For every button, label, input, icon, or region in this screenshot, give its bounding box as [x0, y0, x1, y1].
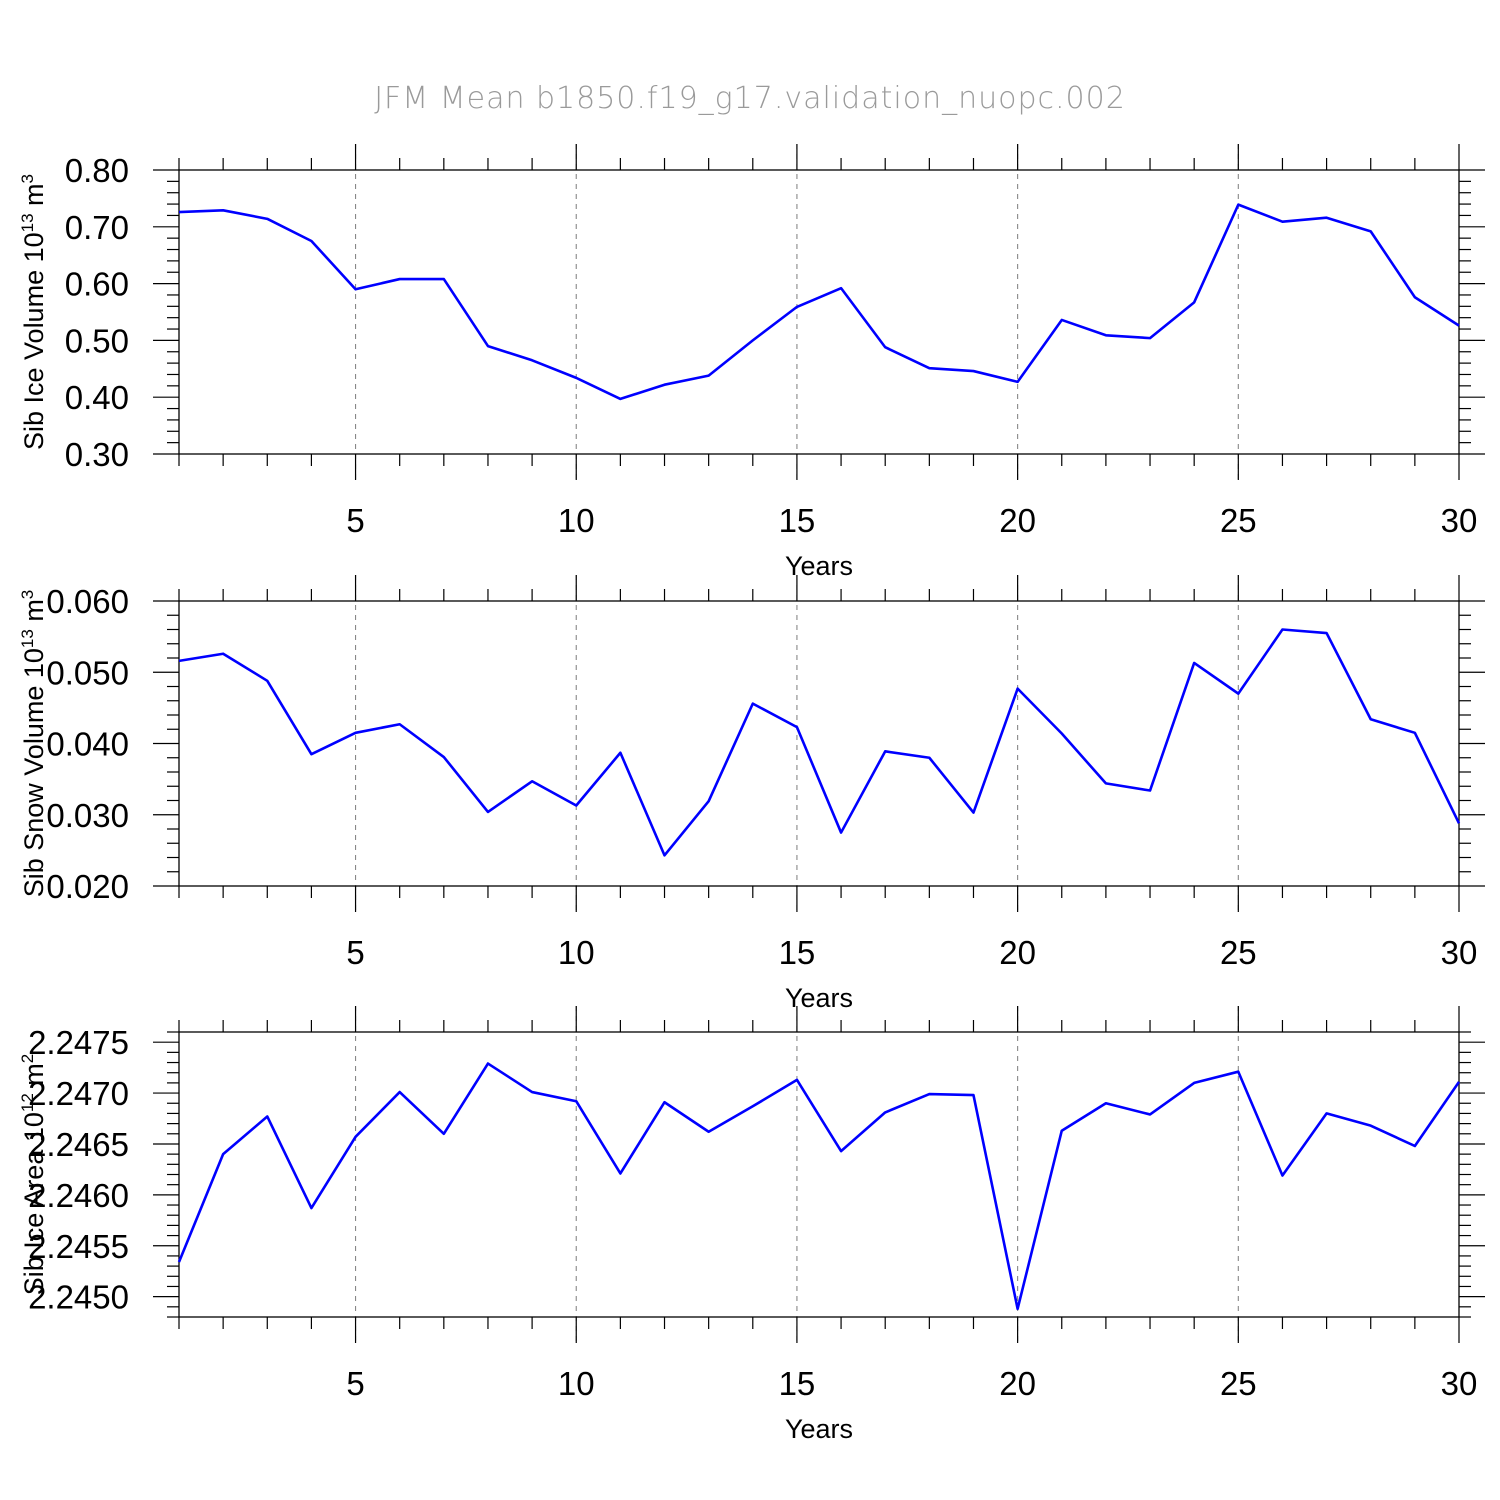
y-tick-label: 2.2460	[28, 1177, 129, 1214]
chart-panel-1: 0.30 0.40 0.50 0.60 0.70 0.80 5 10 15 20 25 30 Years…	[18, 144, 1485, 581]
figure-title: JFM Mean b1850.f19_g17.validation_nuopc.…	[374, 81, 1126, 116]
x-tick-label: 5	[346, 1365, 364, 1402]
x-tick-label: 30	[1441, 1365, 1478, 1402]
chart-panel-3: 2.2450 2.2455 2.2460 2.2465 2.2470 2.2475 5 10 1…	[18, 1006, 1485, 1444]
panels: 0.30 0.40 0.50 0.60 0.70 0.80 5 10 15 20 25 30 Years…	[18, 144, 1485, 1444]
y-tick-label: 0.040	[46, 726, 129, 763]
y-tick-label: 0.80	[65, 152, 129, 189]
y-tick-label: 2.2470	[28, 1075, 129, 1112]
y-tick-label: 2.2450	[28, 1279, 129, 1316]
y-axis-title: Sib Ice Volume 1013 m3	[18, 174, 49, 450]
y-tick-label: 0.30	[65, 436, 129, 473]
x-tick-label: 10	[558, 1365, 595, 1402]
x-tick-label: 20	[999, 934, 1036, 971]
y-tick-label: 0.020	[46, 868, 129, 905]
y-axis-title: Sib Ice Area 1012 m2	[18, 1054, 49, 1296]
x-tick-label: 20	[999, 502, 1036, 539]
plot-frame	[178, 600, 1460, 887]
x-axis-title: Years	[785, 983, 853, 1013]
x-tick-label: 5	[346, 502, 364, 539]
plot-frame	[178, 1031, 1460, 1318]
plot-frame	[178, 169, 1460, 455]
x-axis-title: Years	[785, 551, 853, 581]
y-tick-label: 0.050	[46, 654, 129, 691]
y-tick-label: 0.50	[65, 322, 129, 359]
x-tick-label: 25	[1220, 934, 1257, 971]
y-tick-label: 0.060	[46, 583, 129, 620]
series-line	[178, 628, 1461, 857]
x-tick-label: 30	[1441, 934, 1478, 971]
x-tick-label: 10	[558, 934, 595, 971]
series-line	[178, 203, 1460, 401]
chart-panel-2: 0.020 0.030 0.040 0.050 0.060 5 10 15 20 25 30 Year…	[18, 575, 1485, 1013]
y-tick-label: 2.2455	[28, 1228, 129, 1265]
x-tick-label: 5	[346, 934, 364, 971]
y-tick-label: 0.70	[65, 209, 129, 246]
y-tick-label: 0.60	[65, 266, 129, 303]
x-tick-label: 25	[1220, 502, 1257, 539]
y-tick-label: 0.030	[46, 797, 129, 834]
series-line	[177, 1062, 1461, 1311]
x-tick-label: 15	[779, 1365, 816, 1402]
x-tick-label: 15	[779, 934, 816, 971]
x-axis-title: Years	[785, 1414, 853, 1444]
x-tick-label: 25	[1220, 1365, 1257, 1402]
x-tick-label: 15	[779, 502, 816, 539]
x-tick-label: 20	[999, 1365, 1036, 1402]
y-tick-label: 2.2475	[28, 1024, 129, 1061]
y-tick-label: 0.40	[65, 379, 129, 416]
y-tick-label: 2.2465	[28, 1126, 129, 1163]
y-axis-title: Sib Snow Volume 1013 m3	[18, 590, 49, 898]
x-tick-label: 30	[1441, 502, 1478, 539]
x-tick-label: 10	[558, 502, 595, 539]
